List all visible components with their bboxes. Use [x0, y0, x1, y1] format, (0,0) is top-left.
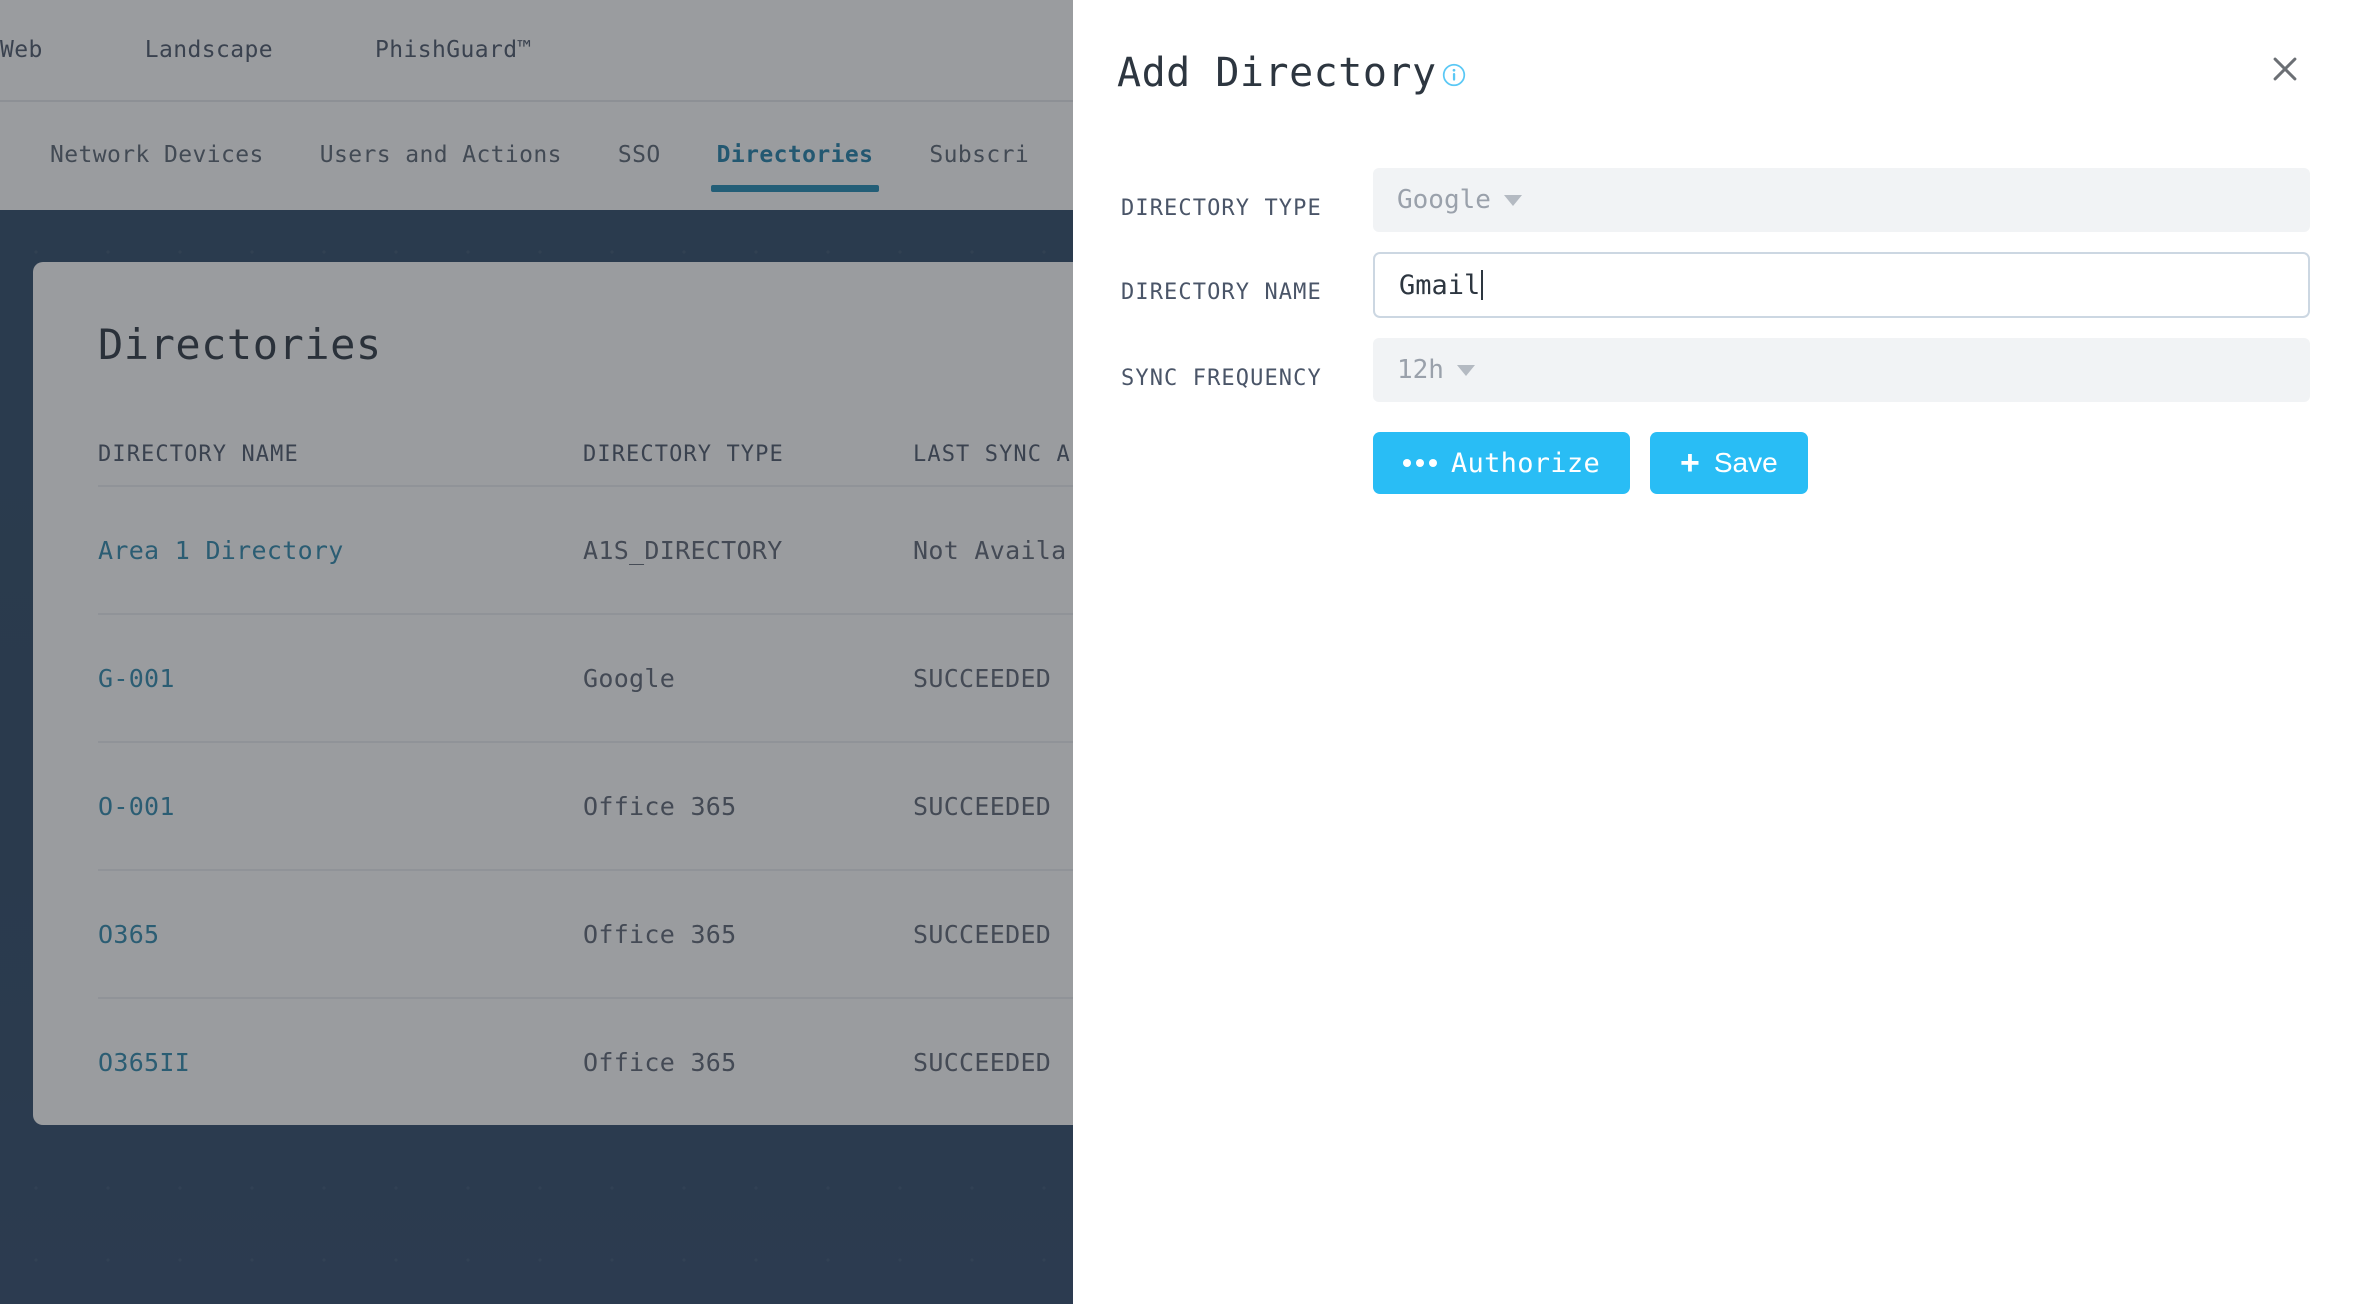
table-row[interactable]: Area 1 Directory A1S_DIRECTORY Not Avail…: [98, 485, 2283, 613]
cell-directory-name[interactable]: O365II: [98, 1047, 191, 1077]
add-directory-modal: Add Directory DIRECTORY TYPE Google: [1073, 0, 2356, 1304]
directory-name-value: Gmail: [1399, 269, 1481, 301]
save-button-label: Save: [1713, 447, 1778, 478]
cell-directory-name[interactable]: Area 1 Directory: [98, 535, 344, 565]
cell-last-sync: Not Availa: [913, 535, 1067, 565]
directory-name-input[interactable]: Gmail: [1373, 252, 2310, 318]
tab-underline: [710, 185, 880, 192]
tab-sso[interactable]: SSO: [590, 102, 689, 168]
modal-actions: Authorize + Save: [1373, 432, 2310, 494]
cell-directory-name[interactable]: O-001: [98, 791, 175, 821]
cell-directory-type: Office 365: [583, 1047, 737, 1077]
topnav-item-web[interactable]: Web: [0, 37, 43, 63]
cell-last-sync: SUCCEEDED: [913, 919, 1052, 949]
table-row[interactable]: O-001 Office 365 SUCCEEDED: [98, 741, 2283, 869]
directory-type-value: Google: [1397, 185, 1491, 215]
label-directory-name: DIRECTORY NAME: [1121, 280, 1322, 305]
column-header-directory-name: DIRECTORY NAME: [98, 442, 299, 467]
tab-directories[interactable]: Directories: [689, 102, 902, 192]
cell-last-sync: SUCCEEDED: [913, 1047, 1052, 1077]
field-row-sync-frequency: SYNC FREQUENCY 12h: [1121, 338, 2310, 402]
authorize-button-label: Authorize: [1451, 447, 1600, 479]
info-icon[interactable]: [1441, 52, 1467, 98]
tab-label: Subscri: [929, 142, 1030, 168]
chevron-down-icon: [1503, 194, 1522, 206]
tab-label: Users and Actions: [319, 142, 562, 168]
authorize-button[interactable]: Authorize: [1373, 432, 1630, 494]
column-header-directory-type: DIRECTORY TYPE: [583, 442, 784, 467]
field-sync-frequency: 12h: [1373, 338, 2310, 402]
cell-directory-name[interactable]: G-001: [98, 663, 175, 693]
modal-title-text: Add Directory: [1117, 50, 1437, 96]
plus-icon: +: [1680, 444, 1700, 482]
chevron-down-icon: [1456, 364, 1475, 376]
field-directory-type: Google: [1373, 168, 2310, 232]
field-directory-name: Gmail: [1373, 252, 2310, 318]
add-directory-form: DIRECTORY TYPE Google DIRECTORY NAME Gma…: [1121, 168, 2310, 494]
topnav-item-phishguard[interactable]: PhishGuard™: [374, 37, 532, 63]
tab-network-devices[interactable]: Network Devices: [22, 102, 292, 168]
page-title: Directories: [98, 320, 382, 369]
cell-directory-type: A1S_DIRECTORY: [583, 535, 783, 565]
field-row-directory-name: DIRECTORY NAME Gmail: [1121, 252, 2310, 318]
top-nav-links: Web Landscape PhishGuard™: [0, 31, 554, 69]
close-icon[interactable]: [2264, 48, 2306, 90]
cell-directory-type: Office 365: [583, 919, 737, 949]
tab-label: Network Devices: [50, 142, 264, 168]
modal-header: Add Directory: [1117, 50, 1467, 98]
cell-last-sync: SUCCEEDED: [913, 663, 1052, 693]
cell-directory-type: Google: [583, 663, 676, 693]
label-sync-frequency: SYNC FREQUENCY: [1121, 366, 1322, 391]
sync-frequency-select[interactable]: 12h: [1373, 338, 2310, 402]
column-header-last-sync: LAST SYNC A: [913, 442, 1071, 467]
save-button[interactable]: + Save: [1650, 432, 1808, 494]
tab-label: Directories: [716, 142, 874, 168]
cell-directory-type: Office 365: [583, 791, 737, 821]
cell-directory-name[interactable]: O365: [98, 919, 160, 949]
cell-last-sync: SUCCEEDED: [913, 791, 1052, 821]
tab-users-and-actions[interactable]: Users and Actions: [292, 102, 590, 168]
tab-subscriptions[interactable]: Subscri: [901, 102, 1057, 168]
tab-label: SSO: [617, 142, 661, 168]
label-directory-type: DIRECTORY TYPE: [1121, 196, 1322, 221]
text-caret: [1481, 270, 1484, 300]
sync-frequency-value: 12h: [1397, 355, 1444, 385]
tab-list: Network Devices Users and Actions SSO Di…: [22, 102, 1057, 192]
field-row-directory-type: DIRECTORY TYPE Google: [1121, 168, 2310, 232]
directory-type-select[interactable]: Google: [1373, 168, 2310, 232]
ellipsis-icon: [1403, 459, 1437, 467]
topnav-item-landscape[interactable]: Landscape: [144, 37, 273, 63]
modal-scrim[interactable]: [0, 0, 1073, 1304]
table-header-row: DIRECTORY NAME DIRECTORY TYPE LAST SYNC …: [98, 442, 2283, 485]
